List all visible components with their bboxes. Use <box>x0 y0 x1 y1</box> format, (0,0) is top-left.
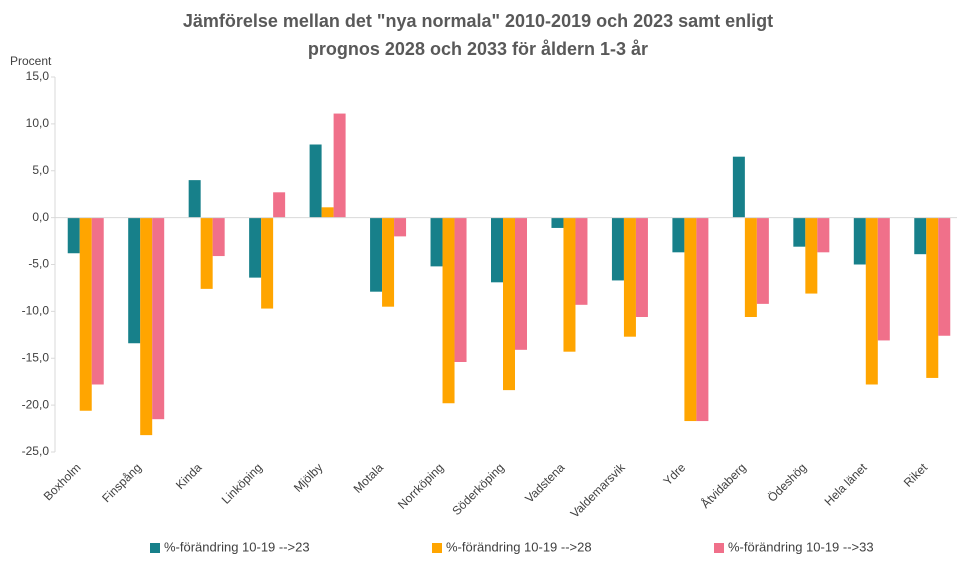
x-tick-label: Vadstena <box>522 460 567 505</box>
bar <box>128 217 141 344</box>
bar <box>200 217 213 289</box>
legend-label: %-förändring 10-19 -->28 <box>446 539 592 554</box>
y-tick-label: -5,0 <box>28 257 49 271</box>
bar <box>321 207 334 218</box>
bar <box>442 217 455 404</box>
bar <box>515 217 527 350</box>
x-tick-label: Ydre <box>660 460 688 488</box>
y-tick-label: 15,0 <box>26 69 50 83</box>
bar <box>333 113 346 218</box>
bar <box>91 217 104 385</box>
bar <box>394 217 407 237</box>
bar <box>756 217 769 304</box>
bar <box>805 217 818 294</box>
y-tick-label: -25,0 <box>22 444 50 458</box>
bar <box>623 217 636 337</box>
bar <box>672 217 685 253</box>
bar <box>563 217 576 352</box>
bar <box>430 217 443 267</box>
bar <box>817 217 830 253</box>
bar <box>914 217 927 255</box>
x-tick-label: Ödeshög <box>765 460 809 504</box>
bar <box>454 217 467 362</box>
y-tick-label: 10,0 <box>26 116 50 130</box>
bar <box>188 180 201 218</box>
legend-swatch <box>714 543 724 553</box>
bar <box>382 217 395 307</box>
legend-swatch <box>432 543 442 553</box>
x-tick-label: Söderköping <box>449 460 507 518</box>
bar <box>309 144 322 218</box>
x-tick-label: Linköping <box>219 460 265 506</box>
bar <box>926 217 939 378</box>
x-tick-label: Finspång <box>99 460 144 505</box>
y-tick-label: -20,0 <box>22 397 50 411</box>
x-tick-label: Hela länet <box>822 460 871 509</box>
bar <box>635 217 648 317</box>
bar <box>503 217 515 391</box>
legend-label: %-förändring 10-19 -->33 <box>728 539 874 554</box>
x-tick-label: Boxholm <box>41 460 84 503</box>
x-tick-label: Motala <box>351 460 387 496</box>
bar <box>551 217 564 228</box>
x-tick-label: Mjölby <box>291 460 325 494</box>
bar <box>793 217 806 247</box>
bar <box>744 217 757 317</box>
bar <box>732 156 745 218</box>
bar <box>877 217 890 341</box>
bar <box>853 217 866 265</box>
legend-swatch <box>150 543 160 553</box>
bar <box>249 217 262 278</box>
bar <box>140 217 153 436</box>
bar <box>684 217 697 422</box>
bar <box>67 217 80 254</box>
bar <box>696 217 709 422</box>
bar <box>212 217 225 257</box>
legend-label: %-förändring 10-19 -->23 <box>164 539 310 554</box>
chart-title: Jämförelse mellan det "nya normala" 2010… <box>183 11 773 31</box>
bar <box>575 217 588 305</box>
y-axis-label: Procent <box>10 54 52 68</box>
x-tick-label: Valdemarsvik <box>568 460 629 521</box>
bar <box>938 217 951 336</box>
x-tick-label: Kinda <box>173 460 205 492</box>
x-tick-label: Riket <box>901 460 931 490</box>
bar <box>491 217 503 283</box>
x-tick-label: Åtvidaberg <box>698 460 749 511</box>
bar <box>865 217 878 385</box>
y-tick-label: 5,0 <box>32 163 49 177</box>
x-tick-label: Norrköping <box>395 460 446 511</box>
y-tick-label: -15,0 <box>22 350 50 364</box>
bar <box>79 217 92 411</box>
bar <box>273 192 286 218</box>
y-tick-label: 0,0 <box>32 210 49 224</box>
bar <box>370 217 383 292</box>
bar <box>152 217 165 420</box>
chart-title: prognos 2028 och 2033 för åldern 1-3 år <box>308 39 648 59</box>
bar <box>611 217 624 281</box>
y-tick-label: -10,0 <box>22 304 50 318</box>
bar <box>261 217 274 309</box>
